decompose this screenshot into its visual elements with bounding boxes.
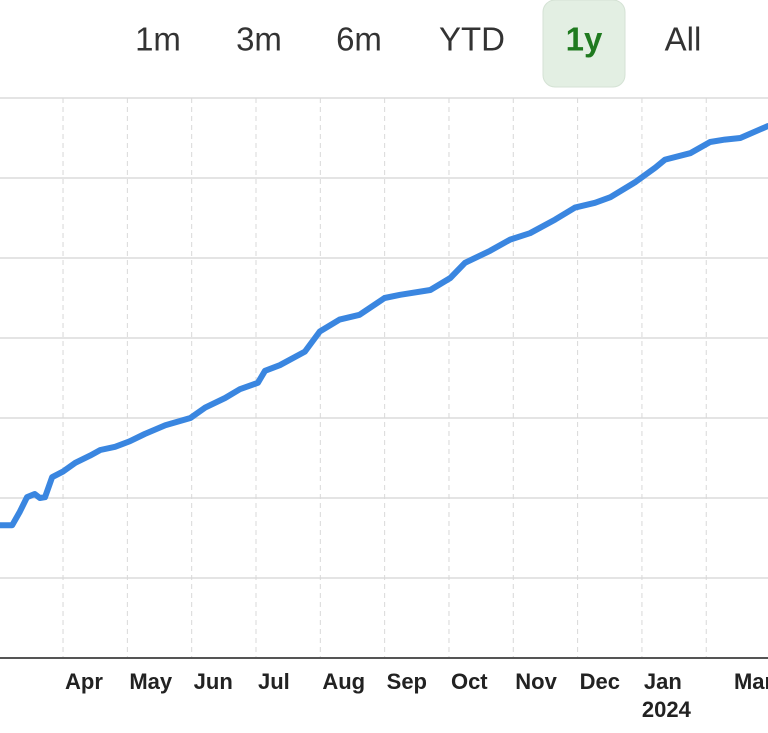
- selected-range-bg: [542, 0, 626, 88]
- data-line: [0, 123, 768, 529]
- x-tick-label: Jan: [644, 669, 682, 694]
- x-tick-label: Nov: [515, 669, 557, 694]
- range-button[interactable]: 3m: [236, 21, 282, 58]
- x-tick-label: Sep: [387, 669, 427, 694]
- x-tick-label: Jul: [258, 669, 290, 694]
- x-tick-label: Mar: [734, 669, 768, 694]
- x-tick-label: May: [129, 669, 173, 694]
- range-button[interactable]: 6m: [336, 21, 382, 58]
- x-tick-label: Aug: [322, 669, 365, 694]
- x-tick-label: Dec: [580, 669, 620, 694]
- range-button[interactable]: All: [665, 21, 702, 58]
- range-button[interactable]: YTD: [439, 21, 505, 58]
- x-tick-label: Apr: [65, 669, 103, 694]
- range-button[interactable]: 1m: [135, 21, 181, 58]
- x-tick-label: Oct: [451, 669, 488, 694]
- range-button[interactable]: 1y: [566, 21, 603, 58]
- x-tick-label: Jun: [194, 669, 233, 694]
- x-year-label: 2024: [642, 697, 692, 722]
